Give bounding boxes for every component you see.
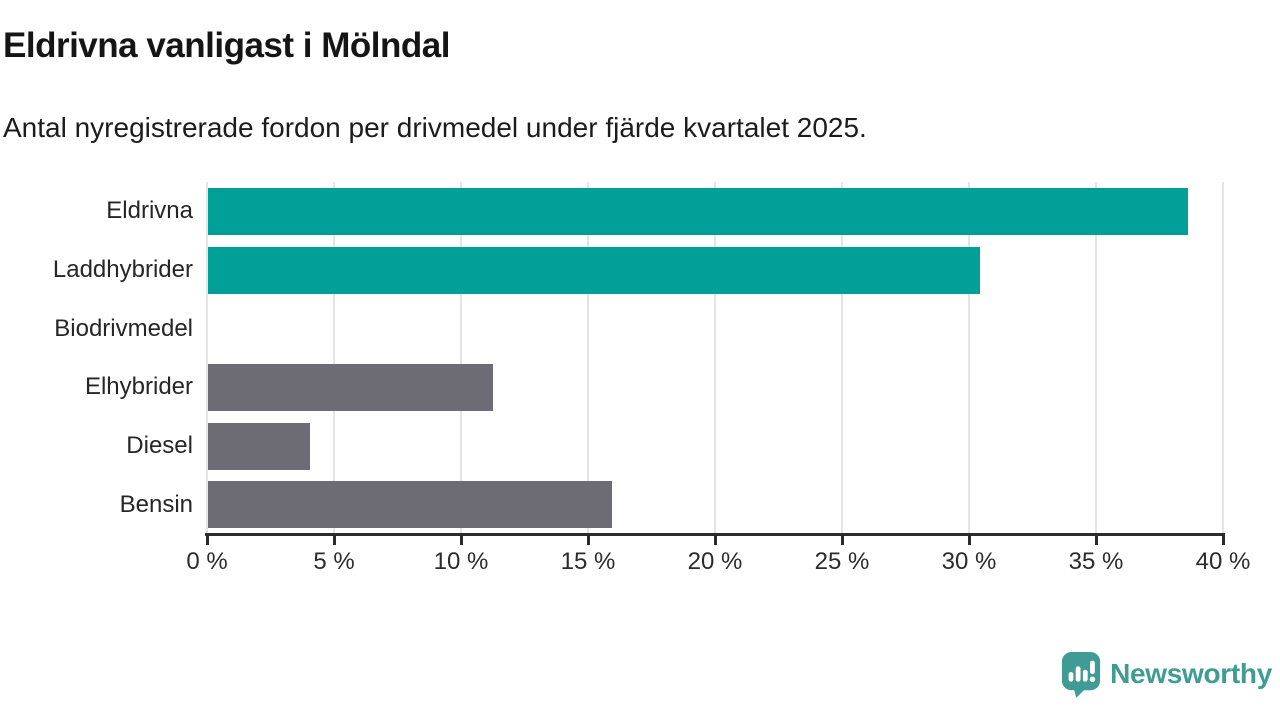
axis-tick bbox=[967, 536, 971, 545]
axis-tick-label: 40 % bbox=[1195, 548, 1251, 575]
axis-tick bbox=[713, 536, 717, 545]
gridline bbox=[460, 182, 462, 534]
axis-tick bbox=[459, 536, 463, 545]
bar-laddhybrider bbox=[208, 246, 981, 294]
axis-tick bbox=[205, 536, 209, 545]
axis-tick-label: 5 % bbox=[313, 548, 355, 575]
bar-diesel bbox=[208, 422, 310, 470]
category-label-eldrivna: Eldrivna bbox=[106, 197, 193, 225]
gridline bbox=[333, 182, 335, 534]
newsworthy-logo: Newsworthy bbox=[1060, 650, 1272, 698]
category-label-bensin: Bensin bbox=[119, 490, 193, 518]
axis-tick-label: 25 % bbox=[814, 548, 870, 575]
category-label-elhybrider: Elhybrider bbox=[84, 373, 193, 401]
axis-tick bbox=[586, 536, 590, 545]
axis-tick bbox=[1221, 536, 1225, 545]
category-label-diesel: Diesel bbox=[126, 432, 193, 460]
gridline bbox=[587, 182, 589, 534]
axis-tick-label: 15 % bbox=[560, 548, 616, 575]
bar-elhybrider bbox=[208, 363, 493, 411]
x-axis-line bbox=[205, 533, 1225, 536]
axis-tick-label: 10 % bbox=[433, 548, 489, 575]
axis-tick bbox=[332, 536, 336, 545]
chart-subtitle: Antal nyregistrerade fordon per drivmede… bbox=[3, 112, 867, 143]
gridline bbox=[841, 182, 843, 534]
axis-tick bbox=[840, 536, 844, 545]
newsworthy-bubble-chart-icon bbox=[1061, 652, 1101, 698]
axis-tick-label: 35 % bbox=[1068, 548, 1124, 575]
axis-tick-label: 0 % bbox=[186, 548, 228, 575]
bar-bensin bbox=[208, 481, 612, 529]
category-label-laddhybrider: Laddhybrider bbox=[52, 256, 193, 284]
chart-title: Eldrivna vanligast i Mölndal bbox=[3, 26, 450, 65]
newsworthy-wordmark: Newsworthy bbox=[1110, 658, 1272, 689]
gridline bbox=[1095, 182, 1097, 534]
axis-tick-label: 20 % bbox=[687, 548, 743, 575]
gridline bbox=[968, 182, 970, 534]
gridline bbox=[714, 182, 716, 534]
axis-tick bbox=[1094, 536, 1098, 545]
axis-tick-label: 30 % bbox=[941, 548, 997, 575]
bar-eldrivna bbox=[208, 187, 1189, 235]
gridline bbox=[206, 182, 208, 534]
gridline bbox=[1222, 182, 1224, 534]
category-label-biodrivmedel: Biodrivmedel bbox=[54, 314, 193, 342]
